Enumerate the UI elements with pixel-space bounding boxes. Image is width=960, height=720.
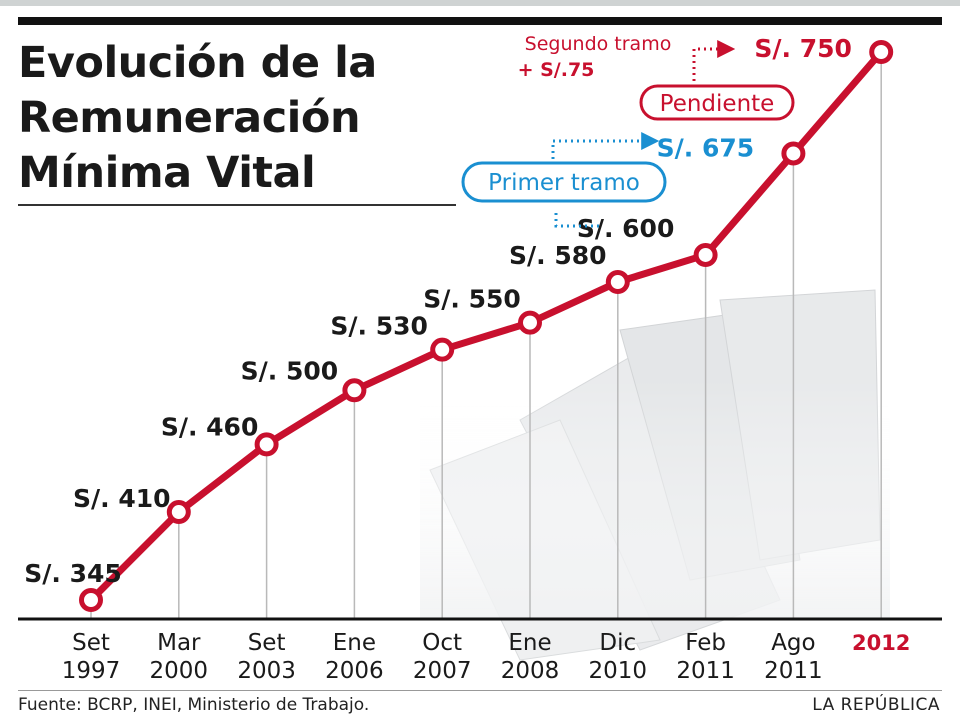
second-tranche-label-line1: Segundo tramo: [525, 33, 672, 55]
data-point: [693, 242, 718, 267]
first-tranche-connector-lower: [554, 213, 602, 228]
footer-rule: [18, 690, 942, 691]
x-tick-label: Oct: [422, 630, 462, 656]
data-label: S/. 410: [73, 484, 171, 513]
data-label: S/. 600: [577, 214, 675, 243]
data-label: S/. 460: [161, 412, 259, 441]
x-tick-label: 2008: [501, 658, 560, 684]
data-point: [781, 141, 806, 166]
data-point: [605, 270, 630, 295]
data-label: S/. 345: [24, 559, 122, 588]
x-tick-label: 2007: [413, 658, 472, 684]
first-tranche-pill: [461, 161, 667, 203]
title-line-1: Evolución de la: [18, 38, 377, 88]
annotation-second-tranche: Pendiente Segundo tramo + S/.75: [518, 33, 795, 121]
x-tick-label: 2003: [237, 658, 296, 684]
first-tranche-label: Primer tramo: [488, 170, 640, 196]
data-label: S/. 530: [330, 312, 428, 341]
first-tranche-arrow: [551, 132, 660, 165]
data-point: [869, 40, 894, 64]
x-tick-label: 2006: [325, 658, 384, 684]
x-tick-label: 2011: [676, 658, 735, 684]
data-label: S/. 675: [657, 133, 755, 162]
second-tranche-arrow: [692, 40, 736, 81]
banknotes-illustration: [420, 289, 890, 661]
x-tick-label: 2012: [852, 631, 910, 655]
top-rule: [18, 17, 942, 25]
data-label: S/. 580: [509, 241, 607, 270]
chart-title: Evolución de la Remuneración Mínima Vita…: [18, 36, 458, 201]
data-point: [518, 310, 542, 335]
x-tick-label: Ene: [333, 630, 376, 656]
x-tick-label: Dic: [599, 630, 636, 656]
title-underline: [18, 204, 456, 206]
data-point: [79, 588, 103, 612]
title-line-3: Mínima Vital: [18, 148, 316, 198]
x-tick-label: Ene: [508, 630, 551, 656]
x-tick-label: Mar: [157, 630, 201, 656]
second-tranche-label-line2: + S/.75: [518, 59, 595, 81]
source-note: Fuente: BCRP, INEI, Ministerio de Trabaj…: [18, 695, 370, 715]
x-tick-label: 2010: [589, 658, 648, 684]
data-label: S/. 750: [754, 34, 852, 63]
x-axis-tick-labels: Set1997Mar2000Set2003Ene2006Oct2007Ene20…: [62, 630, 911, 684]
title-line-2: Remuneración: [18, 93, 361, 143]
wage-series-line: [87, 48, 885, 604]
x-tick-label: 2000: [150, 658, 209, 684]
x-tick-label: 1997: [62, 658, 121, 684]
data-label: S/. 550: [423, 285, 521, 314]
vertical-gridlines: [90, 52, 882, 619]
pending-label: Pendiente: [660, 91, 775, 117]
data-point: [254, 432, 279, 457]
data-point-markers: [79, 40, 894, 612]
x-tick-label: 2011: [764, 658, 823, 684]
pending-pill: [639, 84, 795, 121]
x-tick-label: Set: [248, 630, 286, 656]
annotation-first-tranche: Primer tramo: [461, 132, 667, 228]
publisher-brand: LA REPÚBLICA: [812, 695, 940, 715]
data-label: S/. 500: [241, 356, 339, 385]
data-point: [430, 337, 455, 362]
x-tick-label: Feb: [685, 630, 726, 656]
data-point: [166, 500, 191, 525]
data-point: [342, 378, 367, 403]
footer: Fuente: BCRP, INEI, Ministerio de Trabaj…: [18, 689, 942, 715]
x-tick-label: Ago: [771, 630, 815, 656]
top-strip: [0, 0, 960, 6]
x-tick-label: Set: [72, 630, 110, 656]
